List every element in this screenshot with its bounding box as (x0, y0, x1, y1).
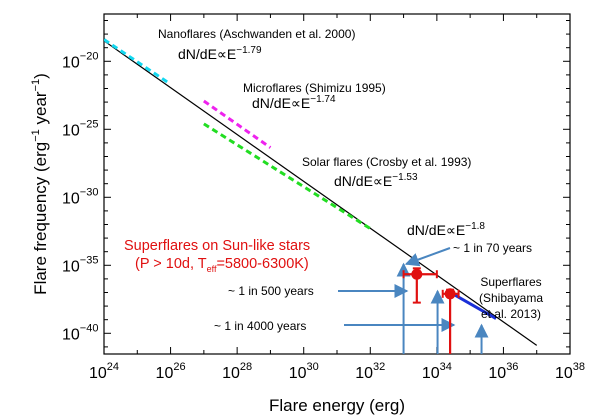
y-tick-label-4: 10−40 (62, 322, 98, 343)
rate-arrows (338, 247, 489, 354)
superflares-label-2: (Shibayama (479, 291, 543, 305)
x-axis-label: Flare energy (erg) (269, 396, 405, 415)
x-tick-label-6: 1036 (488, 361, 518, 382)
x-tick-label-0: 1024 (89, 361, 119, 382)
axis-ticks (103, 14, 571, 354)
x-tick-label-3: 1030 (289, 361, 319, 382)
series-layer (104, 38, 538, 346)
superflares-sunlike-params: (P > 10d, Teff=5800-6300K) (135, 256, 309, 274)
series-line-1 (104, 38, 169, 84)
x-tick-label-2: 1028 (222, 361, 252, 382)
series-line-3 (203, 122, 372, 230)
nanoflares-title: Nanoflares (Aschwanden et al. 2000) (158, 27, 355, 41)
data-points (402, 267, 460, 354)
solar-flares-law: dN/dE∝E−1.53 (334, 172, 418, 189)
microflares-law: dN/dE∝E−1.74 (252, 94, 336, 111)
nanoflares-law: dN/dE∝E−1.79 (178, 45, 262, 62)
series-line-0 (104, 40, 538, 346)
rate-70-years: ~ 1 in 70 years (453, 241, 532, 255)
fit-law: dN/dE∝E−1.8 (407, 221, 485, 238)
microflares-title: Microflares (Shimizu 1995) (243, 81, 386, 95)
solar-flares-title: Solar flares (Crosby et al. 1993) (302, 155, 471, 169)
y-axis-label: Flare frequency (erg−1 year−1) (30, 73, 50, 295)
y-tick-label-3: 10−35 (62, 254, 98, 275)
y-tick-label-0: 10−20 (62, 50, 98, 71)
rate-4000-years: ~ 1 in 4000 years (214, 319, 306, 333)
rate-500-years: ~ 1 in 500 years (228, 284, 314, 298)
arrow-70-years (404, 247, 451, 267)
superflares-label-3: et al. 2013) (481, 307, 541, 321)
tick-labels: 1024 1026 1028 1030 1032 1034 1036 1038 10−20 10−… (62, 50, 585, 382)
x-tick-label-1: 1026 (156, 361, 186, 382)
superflares-label-1: Superflares (480, 275, 541, 289)
point-0 (411, 268, 423, 280)
y-tick-label-1: 10−25 (62, 118, 98, 139)
point-1 (444, 288, 456, 300)
x-tick-label-4: 1032 (355, 361, 385, 382)
x-tick-label-5: 1034 (422, 361, 452, 382)
series-line-4 (451, 292, 497, 320)
y-tick-label-2: 10−30 (62, 186, 98, 207)
series-line-2 (202, 99, 272, 149)
x-tick-label-7: 1038 (555, 361, 585, 382)
superflares-sunlike-title: Superflares on Sun-like stars (124, 238, 310, 254)
